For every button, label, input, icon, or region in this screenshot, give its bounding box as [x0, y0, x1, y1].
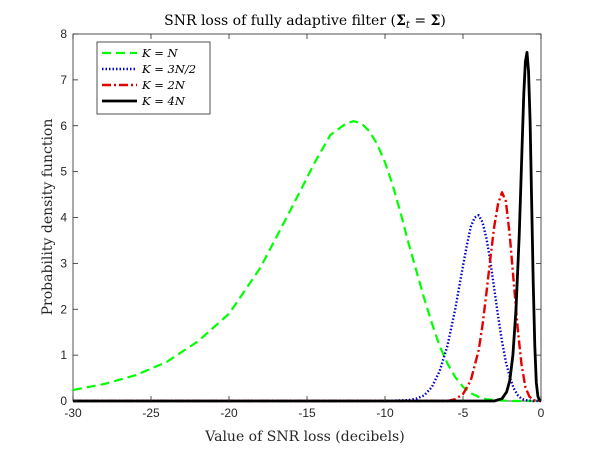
legend-label-rhs: N [167, 46, 179, 60]
series-line-4 [73, 51, 542, 403]
legend-label-2: K = 3N/2 [141, 62, 196, 76]
y-tick-label: 3 [60, 256, 67, 270]
x-tick-label: -5 [458, 406, 469, 420]
legend-label-lhs: K [141, 46, 152, 60]
y-tick-label: 5 [60, 165, 67, 179]
series-line-1 [72, 120, 541, 403]
y-tick-label: 2 [60, 302, 67, 316]
legend-label-eq: = [151, 78, 168, 92]
title-equals: = [410, 13, 431, 29]
y-tick-label: 7 [60, 73, 67, 87]
x-tick-label: -15 [298, 406, 316, 420]
series-line-3 [73, 191, 542, 403]
y-tick-label: 8 [60, 27, 67, 41]
legend-label-lhs: K [141, 62, 152, 76]
legend-label-lhs: K [141, 94, 152, 108]
legend-label-4: K = 4N [141, 94, 186, 108]
x-axis-label: Value of SNR loss (decibels) [204, 429, 404, 445]
x-tick-label: -10 [376, 406, 394, 420]
legend-label-rhs: 2N [167, 78, 186, 92]
title-sigma: Σ [431, 13, 441, 29]
legend-label-rhs: 3N/2 [168, 62, 197, 76]
legend-label-rhs: 4N [167, 94, 186, 108]
series-layer [72, 51, 542, 403]
legend-label-3: K = 2N [141, 78, 186, 92]
title-suffix: ) [440, 13, 445, 29]
ticks-layer: -30 -25 -20 -15 -10 -5 0 0 1 2 3 4 5 6 7 8 [60, 27, 544, 420]
y-tick-label: 1 [60, 348, 67, 362]
title-sigma-t: Σ [396, 13, 406, 29]
legend-label-1: K = N [141, 46, 179, 60]
legend: K = NK = 3N/2K = 2NK = 4N [96, 41, 211, 115]
legend-label-lhs: K [141, 78, 152, 92]
series-line-2 [73, 213, 541, 403]
x-tick-label: -25 [142, 406, 160, 420]
x-tick-label: -30 [64, 406, 82, 420]
x-tick-label: -20 [220, 406, 238, 420]
title-subscript-t: t [406, 20, 411, 31]
legend-label-eq: = [151, 62, 168, 76]
x-tick-label: 0 [538, 406, 545, 420]
title-prefix: SNR loss of fully adaptive filter ( [164, 13, 396, 29]
y-tick-label: 6 [60, 119, 67, 133]
y-tick-label: 0 [60, 394, 67, 408]
y-axis-label: Probability density function [40, 119, 56, 316]
legend-label-eq: = [151, 94, 168, 108]
y-tick-label: 4 [60, 211, 67, 225]
chart-title: SNR loss of fully adaptive filter (Σt = … [164, 13, 446, 31]
legend-label-eq: = [151, 46, 168, 60]
